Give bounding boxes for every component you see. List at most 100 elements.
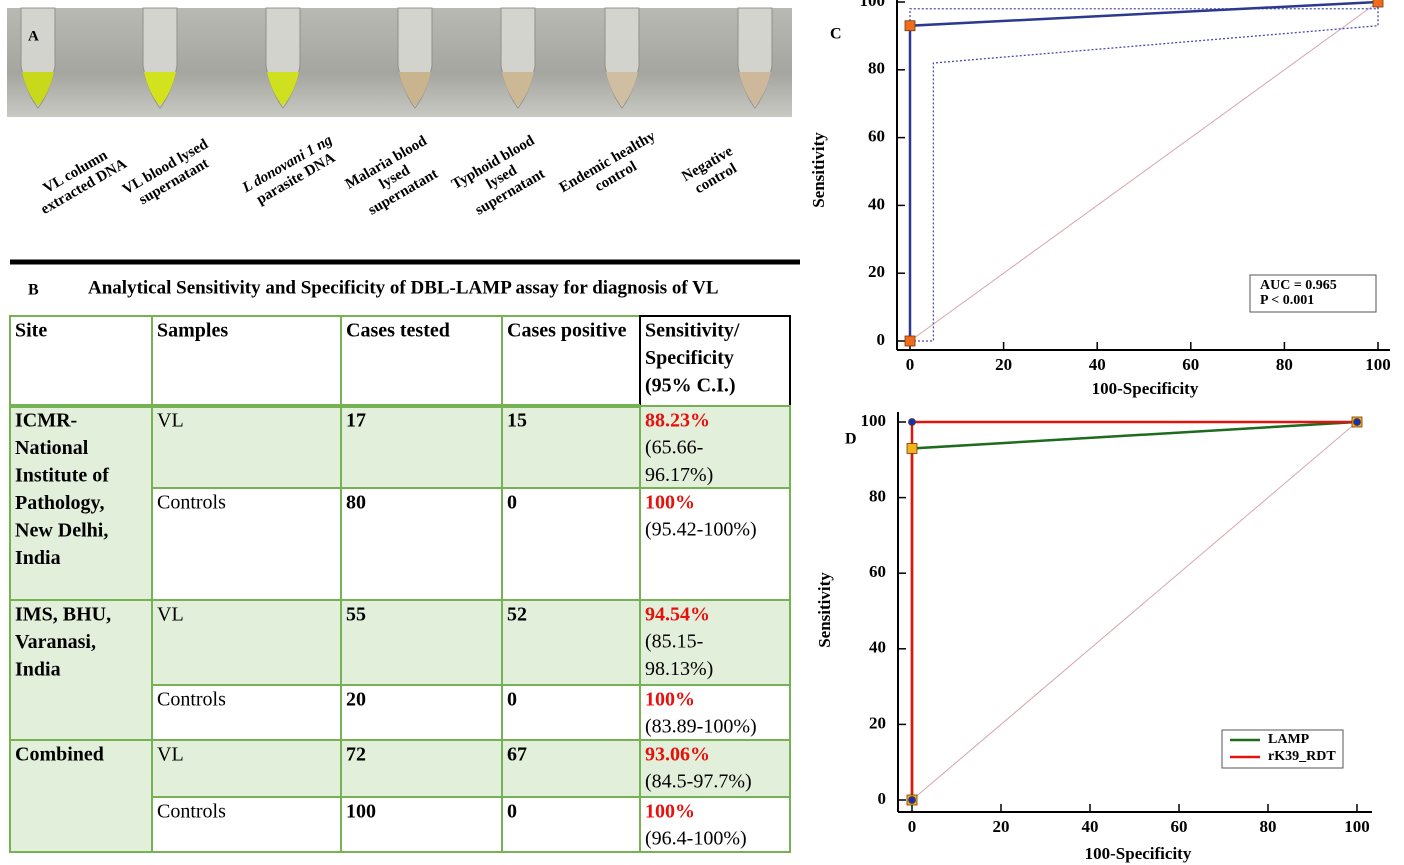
table-header: Specificity [645,347,734,369]
panel-label: C [830,26,842,43]
y-tick-label: 0 [878,789,887,808]
site-cell: India [15,547,61,569]
y-tick-label: 20 [868,262,885,281]
ci-value: (85.15- [645,631,703,653]
sensitivity-value: 100% [645,492,695,514]
y-tick-label: 40 [869,638,886,657]
x-tick-label: 60 [1171,817,1188,836]
figure: AVL columnextracted DNAVL blood lysedsup… [0,0,1404,865]
samples-cell: VL [157,410,184,432]
site-cell: Varanasi, [15,631,96,653]
table-cell [502,797,640,852]
tested-cell: 72 [346,744,366,766]
point-marker [909,419,916,426]
x-tick-label: 0 [908,817,917,836]
tested-cell: 20 [346,689,366,711]
point-marker [905,21,915,31]
y-tick-label: 100 [861,411,887,430]
table-header: Cases tested [346,320,450,342]
site-cell: Institute of [15,465,109,487]
site-cell: IMS, BHU, [15,604,111,626]
y-tick-label: 100 [860,0,886,10]
ci-value: (96.4-100%) [645,828,747,850]
ci-value: (84.5-97.7%) [645,771,752,793]
x-tick-label: 40 [1089,355,1106,374]
sensitivity-value: 100% [645,801,695,823]
table-cell [502,685,640,740]
samples-cell: Controls [157,801,226,823]
annotation: P < 0.001 [1260,293,1314,308]
legend-label: rK39_RDT [1268,749,1336,764]
tested-cell: 80 [346,492,366,514]
site-cell: New Delhi, [15,520,108,542]
x-tick-label: 100 [1365,355,1391,374]
x-tick-label: 80 [1260,817,1277,836]
page: {"panel_a": {"label": "A", "tube_labels"… [0,0,1404,865]
point-marker [1373,0,1383,7]
y-axis-label: Sensitivity [809,132,828,208]
y-tick-label: 20 [869,713,886,732]
ci-value: (95.42-100%) [645,519,757,541]
legend-label: LAMP [1268,732,1310,747]
y-tick-label: 60 [868,127,885,146]
sensitivity-value: 94.54% [645,604,710,626]
annotation: AUC = 0.965 [1260,278,1337,293]
ci-value: (65.66- [645,437,703,459]
table-header: Site [15,320,47,342]
ci-value: 98.13%) [645,658,713,680]
panel-label: B [28,282,39,299]
tested-cell: 100 [346,801,376,823]
positive-cell: 0 [507,689,517,711]
positive-cell: 0 [507,801,517,823]
table-header: (95% C.I.) [645,375,736,397]
tested-cell: 17 [346,410,366,432]
samples-cell: Controls [157,689,226,711]
x-tick-label: 100 [1344,817,1370,836]
ci-value: 96.17%) [645,464,713,486]
x-tick-label: 0 [906,355,915,374]
point-marker [905,336,915,346]
x-tick-label: 20 [995,355,1012,374]
table-title: Analytical Sensitivity and Specificity o… [88,277,719,298]
y-axis-label: Sensitivity [815,572,834,648]
table-header: Sensitivity/ [645,320,740,342]
x-axis-label: 100-Specificity [1092,379,1199,398]
tube-label: Malaria bloodlysedsupernatant [343,133,448,222]
sensitivity-value: 88.23% [645,410,710,432]
y-tick-label: 80 [868,59,885,78]
point-marker [1354,419,1361,426]
sensitivity-value: 100% [645,689,695,711]
table-cell [502,488,640,600]
samples-cell: VL [157,604,184,626]
tube-label: VL columnextracted DNA [30,141,130,218]
positive-cell: 67 [507,744,527,766]
samples-cell: Controls [157,492,226,514]
site-cell: Combined [15,744,104,766]
table-header: Cases positive [507,320,627,342]
site-cell: National [15,437,89,459]
tested-cell: 55 [346,604,366,626]
point-marker [909,797,916,804]
sensitivity-value: 93.06% [645,744,710,766]
panel-label: D [845,431,857,448]
x-tick-label: 20 [993,817,1010,836]
y-tick-label: 80 [869,487,886,506]
site-cell: Pathology, [15,492,104,514]
positive-cell: 0 [507,492,517,514]
x-tick-label: 40 [1082,817,1099,836]
point-marker [907,443,917,453]
y-tick-label: 0 [877,330,886,349]
positive-cell: 52 [507,604,527,626]
ci-value: (83.89-100%) [645,716,757,738]
table-header: Samples [157,320,228,342]
positive-cell: 15 [507,410,527,432]
samples-cell: VL [157,744,184,766]
site-cell: India [15,659,61,681]
y-tick-label: 60 [869,562,886,581]
x-axis-label: 100-Specificity [1085,844,1192,863]
x-tick-label: 60 [1182,355,1199,374]
